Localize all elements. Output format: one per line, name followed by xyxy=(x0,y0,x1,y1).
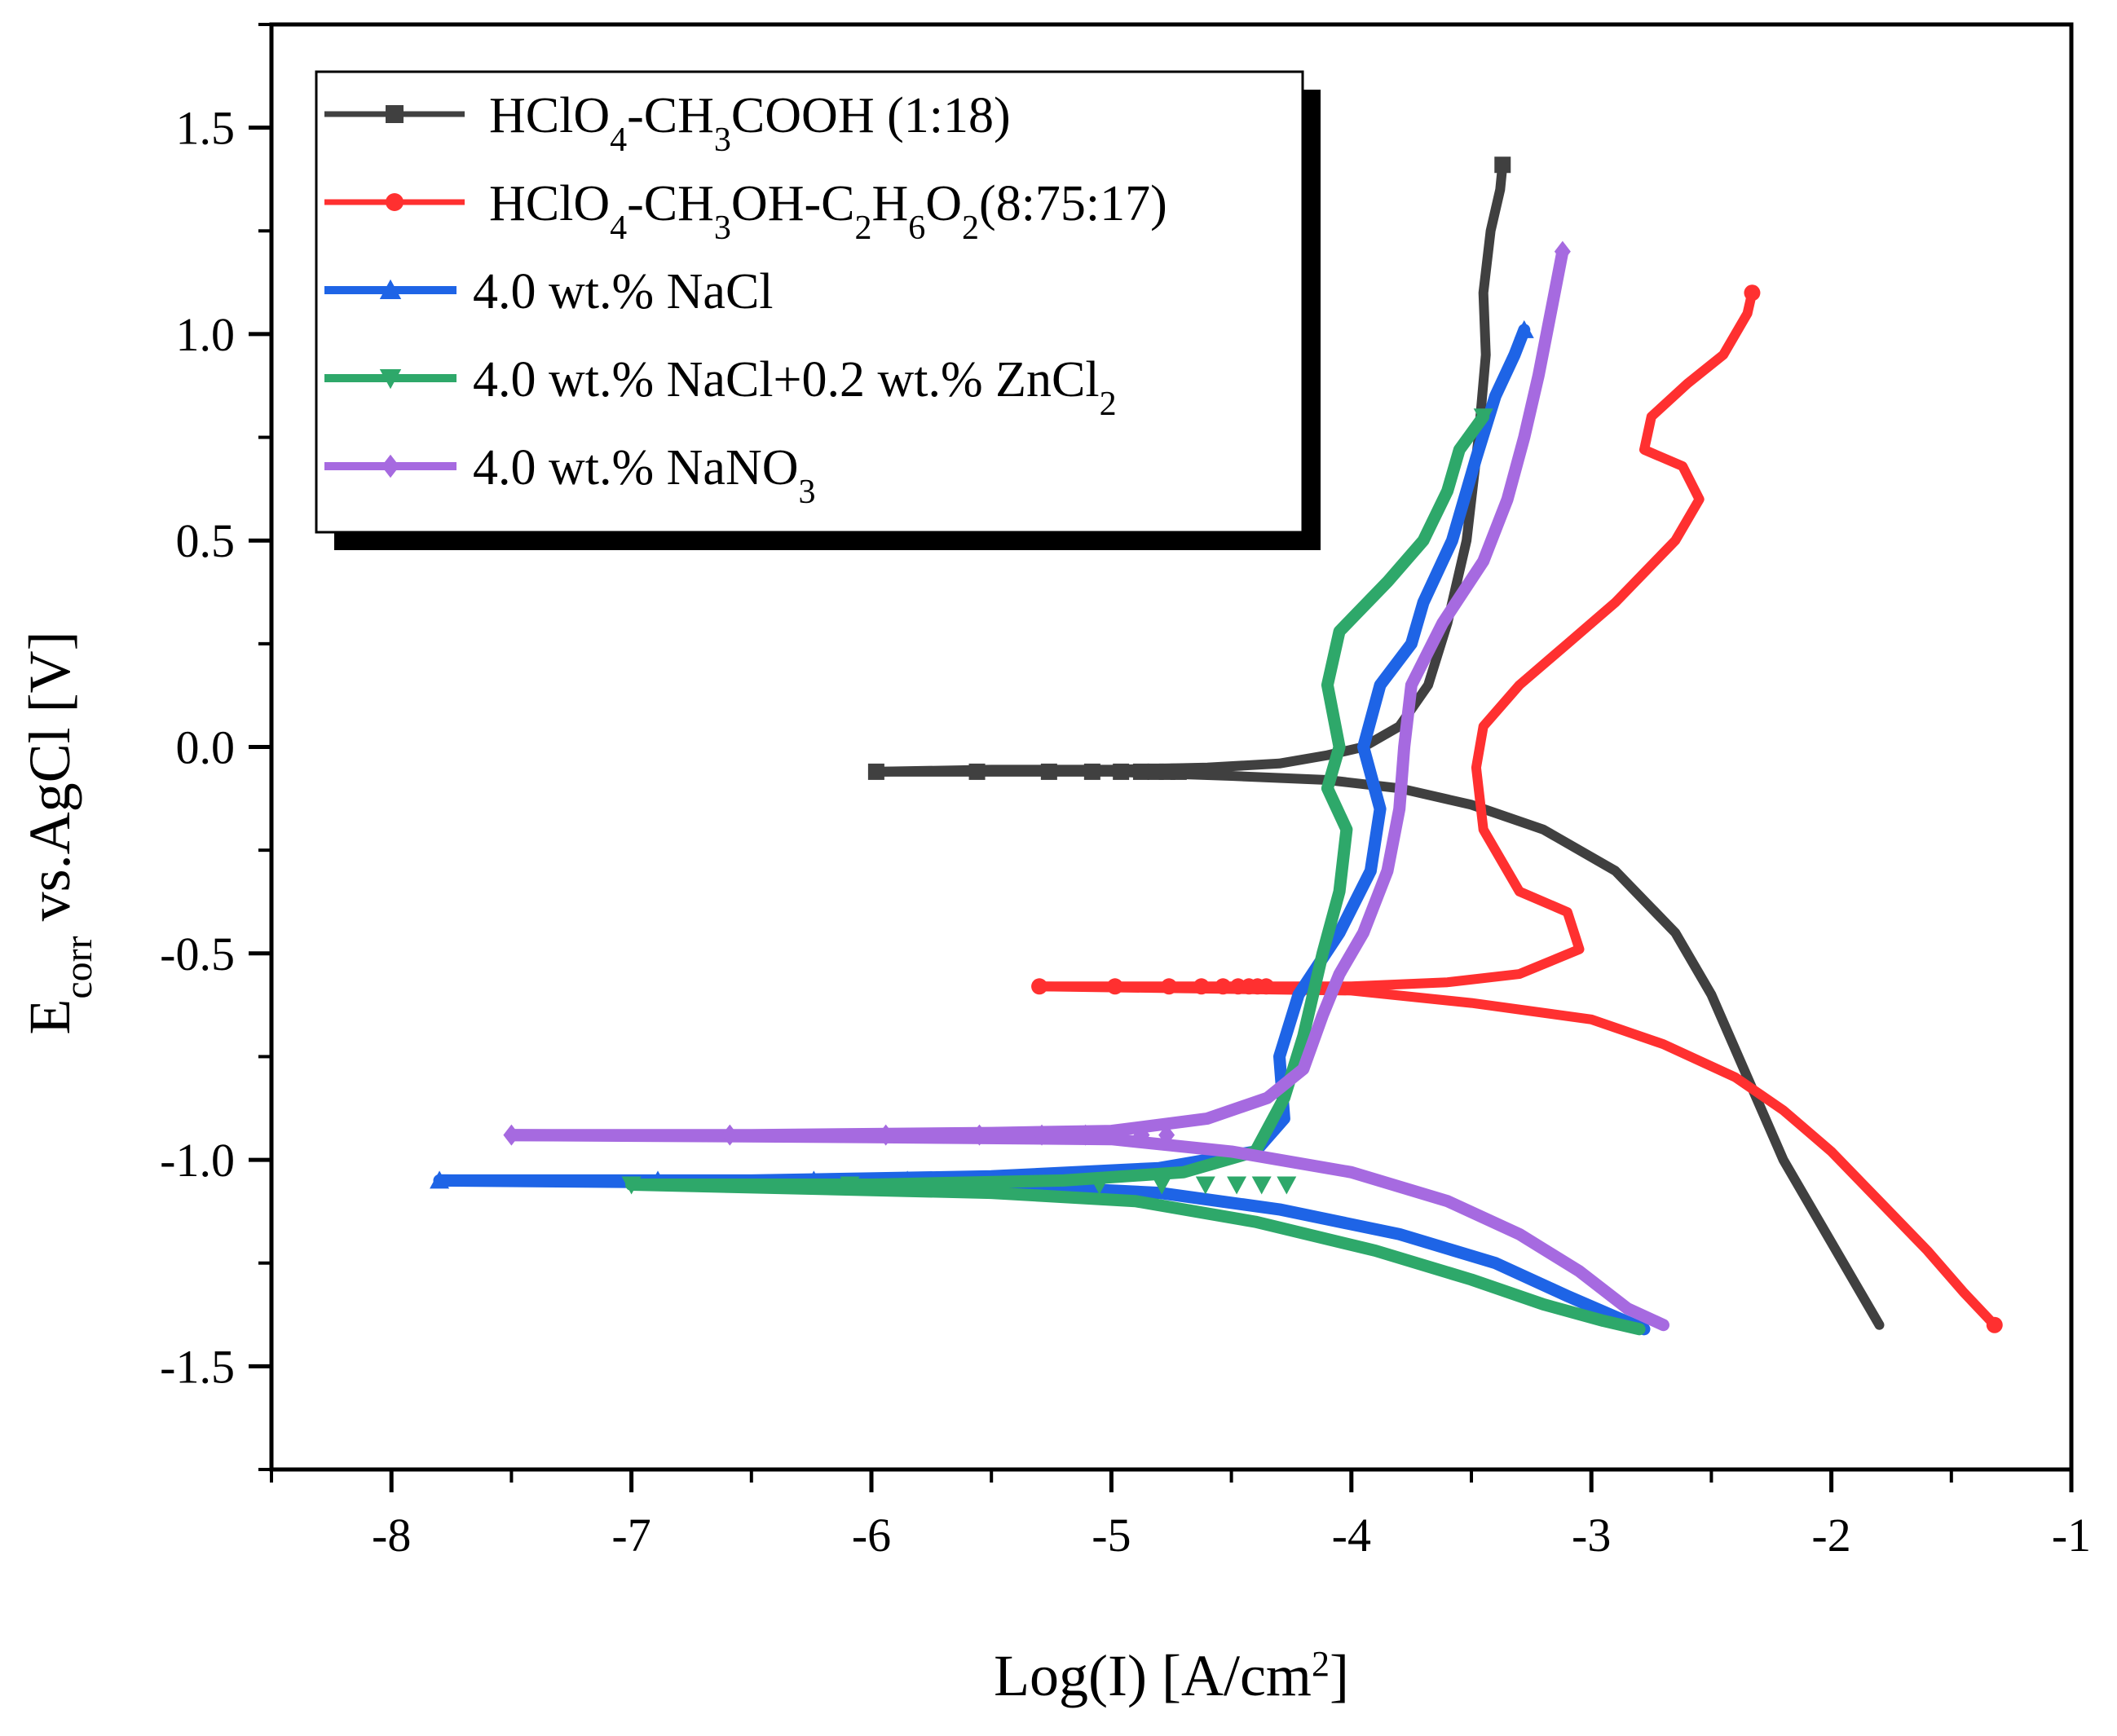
data-point-marker xyxy=(1133,1124,1150,1146)
data-point-marker xyxy=(1106,978,1123,995)
series-layer xyxy=(430,156,2003,1336)
data-point-marker xyxy=(1108,1124,1125,1146)
legend-item: 4.0 wt.% NaNO3 xyxy=(324,440,816,511)
data-point-marker xyxy=(1077,1124,1094,1146)
x-tick-label: -2 xyxy=(1811,1509,1850,1562)
data-point-marker xyxy=(1031,978,1048,995)
data-point-marker xyxy=(971,1124,988,1146)
data-point-marker xyxy=(1554,240,1571,262)
data-point-marker xyxy=(1473,408,1493,427)
cathodic-branch-line xyxy=(1034,981,2000,1330)
x-tick-label: -3 xyxy=(1572,1509,1611,1562)
data-point-marker xyxy=(968,763,986,780)
data-point-marker xyxy=(1170,763,1187,780)
cathodic-branch-line xyxy=(625,1179,1646,1336)
x-axis: -8 -7 -6 -5 -4 -3 -2 -1 xyxy=(270,1469,2091,1562)
data-point-marker xyxy=(1744,284,1761,302)
y-tick-label: 0.5 xyxy=(176,514,236,567)
y-tick-label: 1.0 xyxy=(176,308,236,361)
legend-item: HClO4-CH3COOH (1:18) xyxy=(324,88,1011,159)
legend-marker xyxy=(379,279,402,299)
data-point-marker xyxy=(1152,1176,1172,1195)
y-tick-label: 0.0 xyxy=(176,721,236,774)
x-tick-label: -7 xyxy=(611,1509,651,1562)
data-point-marker xyxy=(1258,978,1275,995)
legend: HClO4-CH3COOH (1:18) HClO4-CH3OH-C2H6O2(8… xyxy=(315,70,1321,550)
legend-item: 4.0 wt.% NaCl+0.2 wt.% ZnCl2 xyxy=(324,352,1117,423)
data-point-marker xyxy=(430,1170,450,1189)
x-tick-label: -6 xyxy=(852,1509,891,1562)
data-point-marker xyxy=(1195,1176,1215,1195)
data-point-marker xyxy=(1034,1124,1051,1146)
y-axis: -1.5 -1.0 -0.5 0.0 0.5 1.0 1.5 xyxy=(160,23,271,1471)
data-point-marker xyxy=(1215,978,1232,995)
anodic-branch-line xyxy=(625,410,1490,1191)
series-2 xyxy=(1031,284,2003,1333)
legend-label: HClO4-CH3OH-C2H6O2(8:75:17) xyxy=(489,176,1167,247)
data-point-marker xyxy=(1986,1316,2003,1333)
data-point-marker xyxy=(1158,1124,1175,1146)
data-point-marker xyxy=(1132,763,1149,780)
x-axis-title: Log(I) [A/cm2] xyxy=(994,1643,1349,1708)
x-tick-label: -5 xyxy=(1092,1509,1131,1562)
x-tick-label: -4 xyxy=(1332,1509,1371,1562)
y-tick-label: -1.5 xyxy=(160,1340,235,1393)
data-point-marker xyxy=(1089,1176,1109,1195)
legend-label: HClO4-CH3COOH (1:18) xyxy=(489,88,1011,159)
data-point-marker xyxy=(1161,978,1178,995)
data-point-marker xyxy=(877,1124,894,1146)
y-axis-title: Ecorr vs.AgCl [V] xyxy=(17,631,100,1034)
data-point-marker xyxy=(1227,1176,1247,1195)
anodic-branch-line xyxy=(1034,288,1758,992)
data-point-marker xyxy=(1514,319,1534,338)
y-tick-label: -0.5 xyxy=(160,927,235,980)
series-5 xyxy=(503,240,1669,1332)
legend-item: HClO4-CH3OH-C2H6O2(8:75:17) xyxy=(324,176,1167,247)
x-tick-label: -8 xyxy=(372,1509,411,1562)
legend-marker xyxy=(379,369,402,390)
legend-box xyxy=(315,70,1304,534)
legend-label: 4.0 wt.% NaCl xyxy=(473,264,774,319)
data-point-marker xyxy=(721,1124,739,1146)
cathodic-branch-line xyxy=(871,766,1885,1330)
data-point-marker xyxy=(503,1124,520,1146)
data-point-marker xyxy=(840,1176,860,1195)
y-tick-label: -1.0 xyxy=(160,1134,235,1187)
data-point-marker xyxy=(1277,1176,1297,1195)
series-4 xyxy=(621,408,1646,1336)
x-tick-label: -1 xyxy=(2052,1509,2091,1562)
legend-item: 4.0 wt.% NaCl xyxy=(324,264,774,319)
data-point-marker xyxy=(1040,763,1057,780)
data-point-marker xyxy=(1251,1176,1272,1195)
data-point-marker xyxy=(1083,763,1100,780)
legend-marker xyxy=(382,454,399,478)
y-tick-label: 1.5 xyxy=(176,102,236,155)
data-point-marker xyxy=(621,1176,642,1195)
anodic-branch-line xyxy=(433,324,1531,1187)
data-point-marker xyxy=(1494,156,1511,174)
data-point-marker xyxy=(995,1176,1016,1195)
data-point-marker xyxy=(1113,763,1130,780)
legend-label: 4.0 wt.% NaNO3 xyxy=(473,440,816,511)
data-point-marker xyxy=(867,763,884,780)
series-1 xyxy=(867,156,1885,1330)
legend-marker xyxy=(386,193,404,211)
legend-marker xyxy=(386,105,404,123)
data-point-marker xyxy=(1193,978,1210,995)
legend-label: 4.0 wt.% NaCl+0.2 wt.% ZnCl2 xyxy=(473,352,1117,423)
cathodic-branch-line xyxy=(505,1129,1669,1332)
